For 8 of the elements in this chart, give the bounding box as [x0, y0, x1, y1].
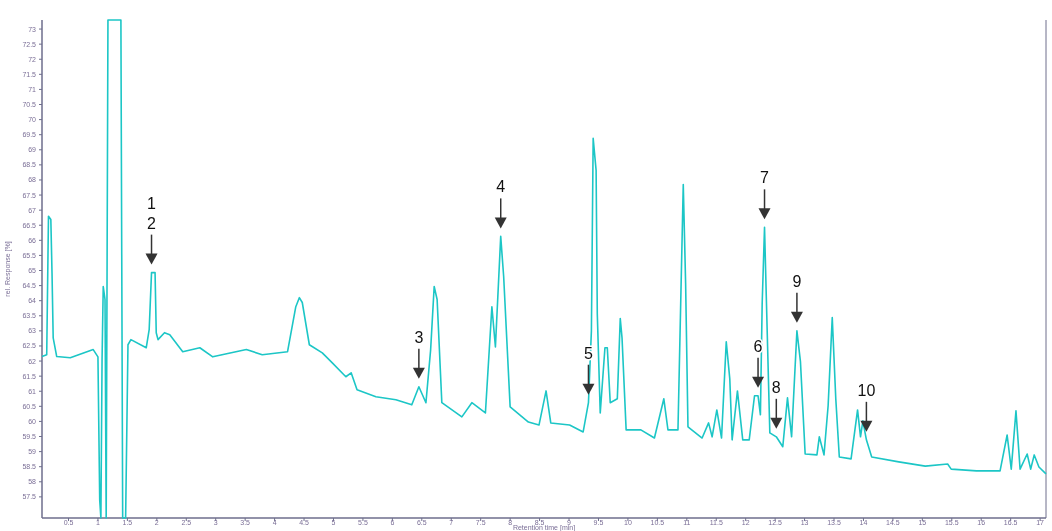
- annotation: 10: [857, 381, 876, 399]
- annotation: 3: [414, 328, 424, 346]
- annotation: 1 2: [147, 194, 157, 232]
- annotation: 9: [792, 272, 802, 290]
- line-series: [41, 19, 1047, 519]
- annotation: 7: [760, 169, 770, 187]
- annotation: 4: [496, 178, 506, 196]
- annotation: 8: [771, 378, 781, 396]
